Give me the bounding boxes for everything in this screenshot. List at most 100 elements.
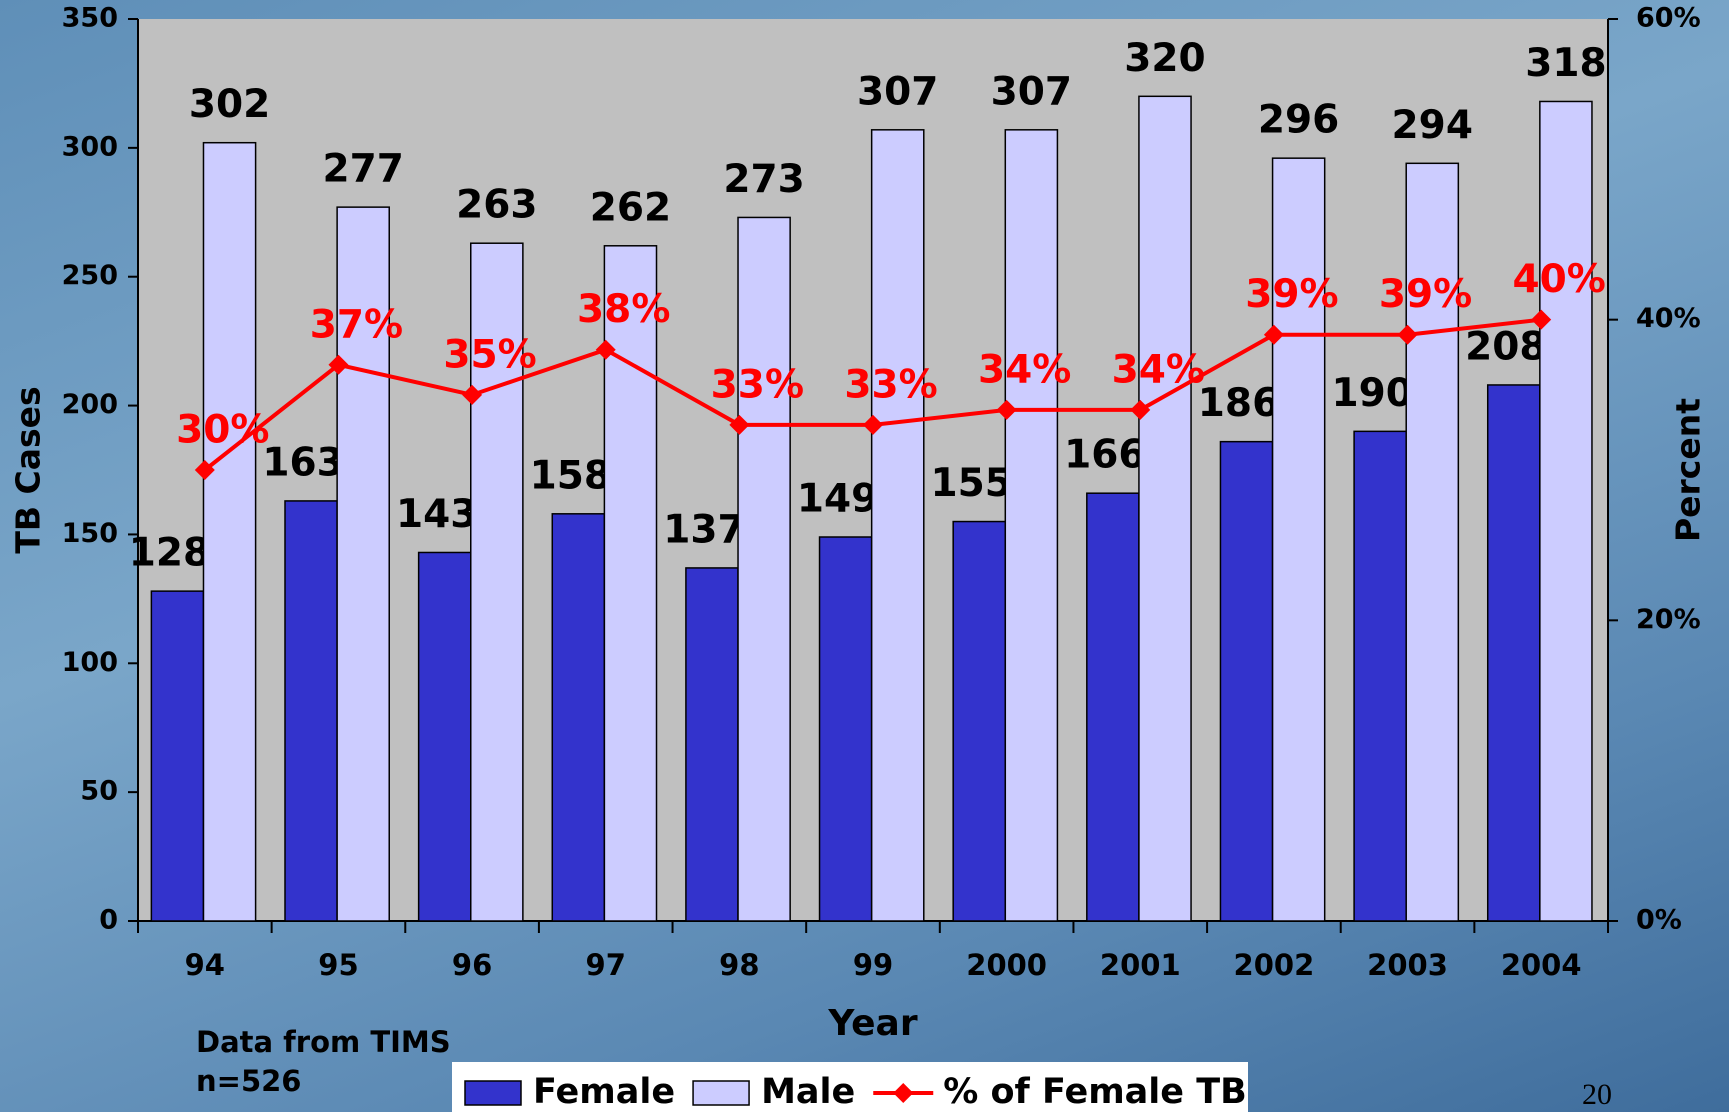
x-tick-label: 2002	[1234, 948, 1315, 982]
legend-marker	[893, 1083, 914, 1103]
bar-value-label: 186	[1198, 381, 1279, 426]
y-tick-label: 50	[80, 776, 118, 807]
y2-tick-label: 60%	[1636, 3, 1701, 34]
line-value-label: 30%	[176, 408, 269, 453]
y2-axis-label: Percent	[1669, 398, 1708, 542]
bar	[1271, 157, 1326, 922]
bar	[737, 216, 791, 922]
line-value-label: 34%	[978, 347, 1071, 392]
bar	[150, 590, 205, 922]
bar-value-label: 190	[1331, 371, 1412, 416]
line-marker	[1397, 324, 1418, 345]
line-value-label: 40%	[1513, 257, 1606, 302]
bar-value-label: 137	[663, 507, 744, 552]
bar-value-label: 158	[530, 453, 611, 498]
bar-value-label: 294	[1392, 103, 1473, 148]
line-marker	[1263, 324, 1284, 345]
y2-tick-label: 40%	[1636, 303, 1701, 334]
line-marker	[1531, 309, 1552, 330]
y-tick-label: 200	[62, 389, 118, 420]
bar-value-label: 307	[857, 69, 938, 114]
line-value-label: 37%	[310, 302, 403, 347]
x-tick-label: 94	[185, 948, 225, 982]
bar-value-label: 163	[262, 440, 343, 485]
line-value-label: 39%	[1379, 272, 1472, 317]
line-value-label: 33%	[844, 362, 937, 407]
legend-label: % of Female TB	[943, 1072, 1247, 1112]
bar-value-label: 302	[189, 82, 270, 127]
bar	[202, 141, 257, 922]
legend-swatch	[692, 1080, 750, 1106]
x-tick-label: 96	[452, 948, 492, 982]
line-value-label: 39%	[1245, 272, 1338, 317]
bar-value-label: 320	[1124, 36, 1205, 81]
bar	[818, 536, 873, 922]
y2-tick-label: 0%	[1636, 905, 1682, 936]
line-marker	[194, 460, 215, 480]
line-value-label: 33%	[711, 362, 804, 407]
y-tick-label: 300	[62, 131, 118, 162]
bar	[1405, 162, 1460, 922]
x-axis-label: Year	[827, 1003, 917, 1044]
line-value-label: 34%	[1112, 347, 1205, 392]
y-axis-label: TB Cases	[9, 386, 48, 553]
bar	[603, 245, 658, 922]
y-tick-label: 250	[62, 260, 118, 291]
annotation: Data from TIMS	[196, 1025, 451, 1059]
bar	[1486, 384, 1541, 922]
line-value-label: 38%	[577, 287, 670, 332]
bar	[470, 242, 524, 922]
legend-box	[452, 1062, 1248, 1112]
line-marker	[595, 339, 616, 360]
y-tick-label: 0	[99, 905, 118, 936]
bar	[1004, 129, 1059, 922]
x-tick-label: 99	[853, 948, 893, 982]
x-tick-label: 2003	[1367, 948, 1448, 982]
bar-value-label: 273	[723, 157, 804, 202]
bar	[1219, 440, 1274, 922]
x-tick-label: 98	[719, 948, 759, 982]
bar-value-label: 263	[456, 183, 537, 228]
line-marker	[1130, 399, 1151, 420]
slide-number: 20	[1582, 1078, 1612, 1111]
bar-value-label: 296	[1258, 98, 1339, 143]
bar-value-label: 155	[931, 461, 1012, 506]
line-marker	[996, 399, 1017, 420]
bar	[284, 500, 338, 922]
bar-value-label: 149	[797, 477, 878, 522]
bar-value-label: 143	[396, 492, 477, 537]
legend-label: Male	[761, 1072, 855, 1112]
bar	[1086, 492, 1140, 922]
legend-label: Female	[533, 1072, 675, 1112]
annotation: n=526	[196, 1064, 301, 1098]
y-tick-label: 150	[62, 518, 118, 549]
line-value-label: 35%	[443, 332, 536, 377]
x-tick-label: 2004	[1501, 948, 1582, 982]
x-tick-label: 95	[318, 948, 358, 982]
line-marker	[729, 414, 750, 435]
bar-value-label: 208	[1465, 324, 1546, 369]
line-marker	[462, 384, 483, 405]
line-marker	[328, 354, 349, 375]
x-tick-label: 97	[586, 948, 626, 982]
x-tick-label: 2000	[966, 948, 1047, 982]
bar-value-label: 166	[1064, 433, 1145, 478]
y-tick-label: 350	[62, 3, 118, 34]
bar	[336, 206, 390, 922]
y-tick-label: 100	[62, 647, 118, 678]
bar-value-label: 128	[129, 531, 210, 576]
bar	[417, 551, 472, 922]
bar	[1353, 430, 1407, 922]
bar	[685, 567, 739, 922]
line-marker	[863, 414, 883, 435]
bar	[551, 513, 606, 922]
bar-value-label: 262	[590, 185, 671, 230]
bar	[952, 520, 1007, 922]
bar	[1539, 100, 1593, 922]
bar-value-label: 307	[991, 69, 1072, 114]
bar-value-label: 277	[322, 147, 403, 192]
bar-value-label: 318	[1525, 41, 1606, 86]
bar	[870, 129, 925, 922]
x-tick-label: 2001	[1100, 948, 1181, 982]
